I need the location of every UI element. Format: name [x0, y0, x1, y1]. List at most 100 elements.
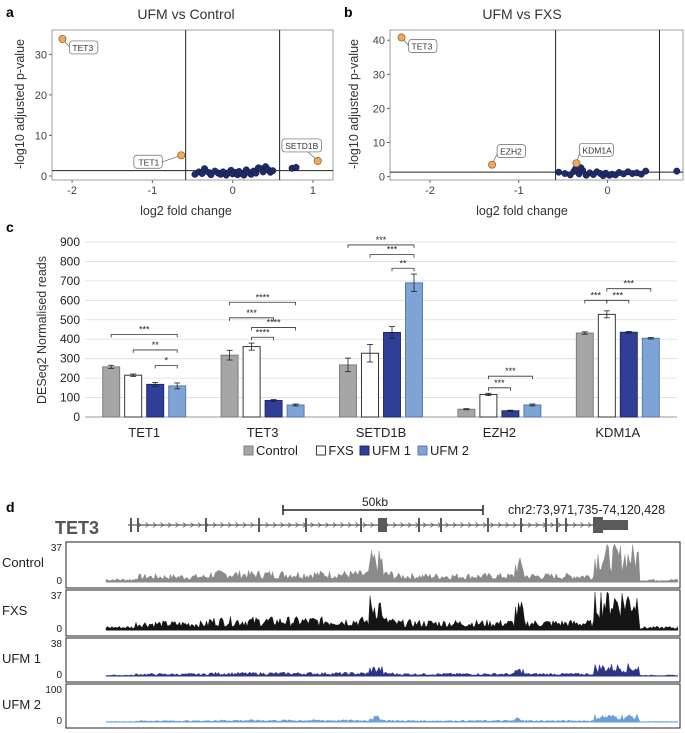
y-tick-label: 0 — [41, 171, 47, 183]
bar-tet3-ufm1 — [264, 400, 283, 418]
strand-chevron — [325, 522, 330, 528]
strand-chevron — [400, 522, 405, 528]
significance-label: *** — [613, 290, 624, 300]
gene-exon — [137, 518, 139, 532]
significance-bracket — [488, 375, 533, 380]
legend-label-ufm1: UFM 1 — [372, 443, 411, 458]
y-tick-label: 500 — [60, 313, 80, 327]
significance-bracket — [229, 317, 274, 321]
legend-swatch-fxs — [315, 445, 326, 456]
significance-label: *** — [505, 366, 516, 376]
significance-label: *** — [591, 290, 602, 300]
y-axis-label: DESeq2 Normalised reads — [35, 256, 49, 404]
strand-chevron — [572, 522, 577, 528]
bar-tet3-ufm2 — [286, 404, 305, 418]
strand-chevron — [145, 522, 150, 528]
data-point — [673, 167, 681, 175]
bar-tet1-fxs — [124, 374, 143, 418]
strand-chevron — [272, 522, 277, 528]
strand-chevron — [152, 522, 157, 528]
bar-tet1-ufm2 — [168, 385, 187, 418]
gene-exon — [487, 518, 489, 532]
y-tick-label: 100 — [60, 391, 80, 405]
category-label-tet3: TET3 — [247, 425, 279, 440]
panel-letter-a: a — [6, 4, 14, 20]
bar-kdm1a-ufm2 — [641, 337, 660, 418]
strand-chevron — [160, 522, 165, 528]
callout-label-setd1b: SETD1B — [285, 141, 318, 151]
plot-frame — [389, 29, 684, 181]
category-label-setd1b: SETD1B — [356, 425, 407, 440]
legend-label-control: Control — [256, 443, 298, 458]
y-tick-label: 200 — [60, 371, 80, 385]
gene-exon — [520, 518, 522, 532]
bar-kdm1a-fxs — [597, 313, 616, 418]
callout-label-tet3: TET3 — [412, 42, 433, 52]
callout-box — [496, 144, 526, 159]
bar-tet3-fxs — [242, 346, 261, 418]
x-tick-label: -1 — [147, 185, 157, 197]
significance-bracket — [251, 327, 296, 331]
y-tick-label: 400 — [60, 332, 80, 346]
bar-setd1b-ufm2 — [405, 282, 423, 418]
callout-box — [579, 142, 614, 157]
strand-chevron — [467, 522, 472, 528]
callout-label-tet1: TET1 — [138, 157, 159, 167]
strand-chevron — [407, 522, 412, 528]
strand-chevron — [370, 522, 375, 528]
significance-bracket — [391, 267, 415, 272]
strand-chevron — [175, 522, 180, 528]
y-tick-label: 700 — [60, 274, 80, 288]
highlighted-point-ezh2 — [488, 160, 497, 169]
category-label-tet1: TET1 — [128, 425, 160, 440]
significance-label: *** — [139, 324, 150, 334]
gene-exon — [378, 518, 387, 532]
gene-exon — [593, 517, 603, 533]
callout-label-kdm1a: KDM1A — [582, 145, 612, 155]
callout-box — [408, 39, 438, 53]
strand-chevron — [310, 522, 315, 528]
significance-label: * — [164, 355, 168, 365]
strand-chevron — [227, 522, 232, 528]
strand-chevron — [265, 522, 270, 528]
data-point — [577, 164, 585, 172]
gene-model — [128, 517, 628, 533]
y-tick-label: 20 — [373, 103, 385, 115]
track-max-fxs: 37 — [51, 591, 63, 602]
track-name-ufm2: UFM 2 — [2, 697, 41, 712]
callout-label-tet3: TET3 — [72, 43, 93, 53]
y-tick-label: 30 — [373, 69, 385, 81]
gene-exon — [440, 518, 442, 532]
highlighted-point-kdm1a — [572, 159, 581, 168]
bar-ezh2-fxs — [479, 393, 498, 418]
strand-chevron — [557, 522, 562, 528]
strand-chevron — [295, 522, 300, 528]
strand-chevron — [512, 522, 517, 528]
highlighted-point-tet3 — [58, 34, 67, 43]
x-tick-label: -1 — [514, 185, 524, 197]
gene-exon — [565, 518, 567, 532]
significance-label: **** — [267, 318, 282, 328]
panel-letter-b: b — [344, 4, 353, 20]
track-min-ufm2: 0 — [56, 716, 62, 727]
bar-ezh2-ufm2 — [523, 404, 542, 418]
strand-chevron — [587, 522, 592, 528]
strand-chevron — [250, 522, 255, 528]
significance-label: *** — [494, 378, 505, 388]
strand-chevron — [332, 522, 337, 528]
y-tick-label: 0 — [73, 410, 80, 424]
track-min-ufm1: 0 — [56, 670, 62, 681]
track-min-fxs: 0 — [56, 624, 62, 635]
volcano-plot-ufm-vs-control: UFM vs Control log2 fold change -log10 a… — [13, 6, 334, 218]
strand-chevron — [392, 522, 397, 528]
y-tick-label: 300 — [60, 352, 80, 366]
genome-browser-tet3: TET3 chr2:73,971,735-74,120,428 50kb Con… — [2, 495, 681, 729]
strand-chevron — [340, 522, 345, 528]
chart-title: UFM vs FXS — [482, 6, 561, 22]
significance-label: *** — [624, 279, 635, 289]
strand-chevron — [580, 522, 585, 528]
plot-frame — [51, 29, 334, 181]
y-tick-label: 600 — [60, 293, 80, 307]
strand-chevron — [317, 522, 322, 528]
strand-chevron — [460, 522, 465, 528]
